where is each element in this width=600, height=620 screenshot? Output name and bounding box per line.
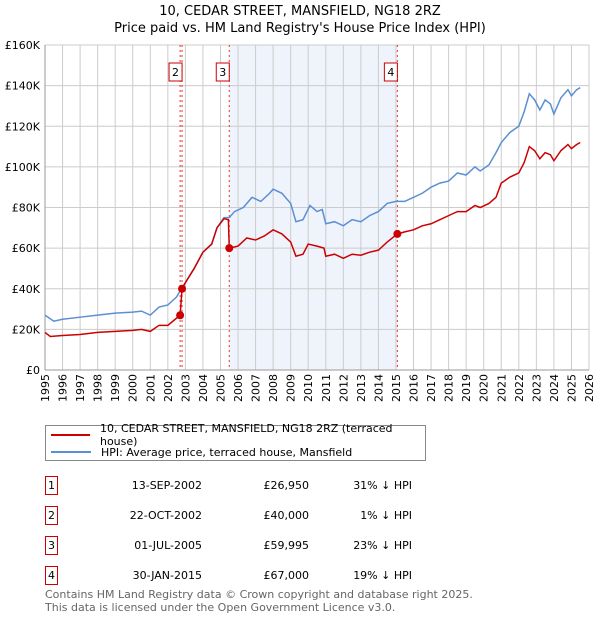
sale-label-2: 2	[172, 66, 179, 79]
transaction-price: £59,995	[263, 539, 310, 552]
transaction-row: 2 22-OCT-2002 £40,000 1% ↓ HPI	[45, 506, 445, 528]
hpi-line	[44, 87, 581, 323]
transaction-date: 30-JAN-2015	[132, 569, 202, 582]
x-tick-label: 1998	[92, 374, 105, 402]
sale-label-4: 4	[387, 66, 394, 79]
legend-swatch-hpi	[51, 451, 91, 453]
x-tick-label: 2024	[548, 374, 561, 402]
transaction-hpi-diff: 31% ↓ HPI	[353, 479, 412, 492]
price-chart: 1995 1996 1997 1998 1999 2000 2001 2002 2003 2004…	[5, 39, 596, 402]
legend-swatch-property	[51, 434, 90, 436]
transaction-price: £67,000	[263, 569, 310, 582]
x-tick-label: 2003	[179, 374, 192, 402]
y-tick-label: £160K	[5, 39, 41, 52]
x-tick-label: 2023	[530, 374, 543, 402]
sale-label-box-3	[215, 62, 230, 82]
x-tick-label: 2017	[425, 374, 438, 402]
transaction-hpi-diff: 1% ↓ HPI	[360, 509, 412, 522]
y-tick-label: £80K	[12, 202, 41, 215]
chart-title: 10, CEDAR STREET, MANSFIELD, NG18 2RZ	[159, 4, 441, 19]
transaction-hpi-diff: 19% ↓ HPI	[353, 569, 412, 582]
transaction-row: 1 13-SEP-2002 £26,950 31% ↓ HPI	[45, 476, 445, 498]
x-tick-label: 2020	[478, 374, 491, 402]
x-tick-label: 2009	[285, 374, 298, 402]
sale-label-box-4	[383, 62, 398, 82]
transaction-number: 3	[45, 536, 58, 555]
x-tick-label: 2019	[460, 374, 473, 402]
x-tick-label: 2010	[302, 374, 315, 402]
chart-subtitle: Price paid vs. HM Land Registry's House …	[114, 21, 486, 36]
x-tick-label: 2016	[408, 374, 421, 402]
x-tick-label: 2004	[197, 374, 210, 402]
property-price-line	[44, 141, 581, 338]
legend: 10, CEDAR STREET, MANSFIELD, NG18 2RZ (t…	[45, 422, 426, 461]
legend-label-hpi: HPI: Average price, terraced house, Mans…	[101, 445, 353, 459]
x-tick-label: 1997	[74, 374, 87, 402]
y-tick-label: £100K	[5, 161, 41, 174]
x-tick-label: 1996	[57, 374, 70, 402]
x-tick-label: 2001	[144, 374, 157, 402]
y-tick-label: £60K	[12, 242, 41, 255]
footer: Contains HM Land Registry data © Crown c…	[45, 588, 473, 614]
transaction-price: £40,000	[263, 509, 310, 522]
x-tick-label: 2018	[443, 374, 456, 402]
x-tick-label: 2002	[162, 374, 175, 402]
y-tick-label: £40K	[12, 283, 41, 296]
x-tick-label: 2011	[320, 374, 333, 402]
transaction-date: 01-JUL-2005	[134, 539, 202, 552]
transaction-row: 4 30-JAN-2015 £67,000 19% ↓ HPI	[45, 566, 445, 588]
transaction-price: £26,950	[263, 479, 310, 492]
transaction-date: 13-SEP-2002	[131, 479, 202, 492]
footer-copyright: Contains HM Land Registry data © Crown c…	[45, 588, 473, 601]
transaction-number: 4	[45, 566, 58, 585]
transaction-number: 1	[45, 476, 58, 495]
transaction-row: 3 01-JUL-2005 £59,995 23% ↓ HPI	[45, 536, 445, 558]
sale-label-box-2	[168, 62, 183, 82]
x-tick-label: 1999	[109, 374, 122, 402]
y-tick-label: £0	[26, 364, 40, 377]
transaction-hpi-diff: 23% ↓ HPI	[353, 539, 412, 552]
x-tick-label: 2021	[495, 374, 508, 402]
transaction-date: 22-OCT-2002	[129, 509, 202, 522]
x-tick-label: 2012	[337, 374, 350, 402]
x-tick-label: 2007	[250, 374, 263, 402]
sale-point-2	[178, 284, 187, 293]
x-tick-label: 1995	[39, 374, 52, 402]
x-tick-label: 2026	[583, 374, 596, 402]
footer-licence: This data is licensed under the Open Gov…	[45, 601, 396, 614]
y-tick-label: £120K	[5, 120, 41, 133]
sale-point-4	[393, 229, 402, 238]
sale-point-1	[176, 311, 185, 320]
x-tick-label: 2005	[214, 374, 227, 402]
x-tick-label: 2022	[513, 374, 526, 402]
legend-item-property: 10, CEDAR STREET, MANSFIELD, NG18 2RZ (t…	[51, 422, 425, 448]
sale-label-3: 3	[219, 66, 226, 79]
y-tick-label: £140K	[5, 80, 41, 93]
x-tick-label: 2015	[390, 374, 403, 402]
x-tick-label: 2000	[127, 374, 140, 402]
x-tick-label: 2006	[232, 374, 245, 402]
x-tick-label: 2008	[267, 374, 280, 402]
x-tick-label: 2013	[355, 374, 368, 402]
legend-label-property: 10, CEDAR STREET, MANSFIELD, NG18 2RZ (t…	[99, 422, 393, 448]
x-tick-label: 2014	[372, 374, 385, 402]
sale-point-3	[225, 244, 234, 253]
x-tick-label: 2025	[565, 374, 578, 402]
legend-item-hpi: HPI: Average price, terraced house, Mans…	[51, 444, 352, 460]
transaction-number: 2	[45, 506, 58, 525]
y-tick-label: £20K	[12, 323, 41, 336]
